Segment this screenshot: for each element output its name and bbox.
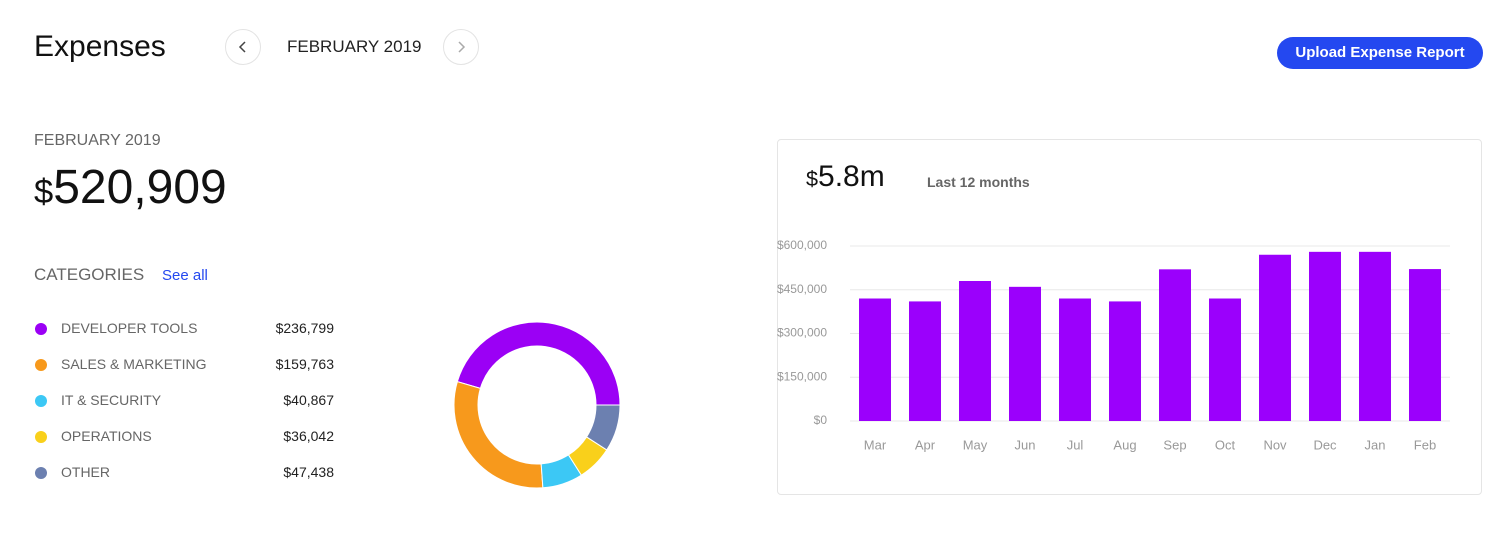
bar [1359, 251, 1391, 421]
bar [1409, 269, 1441, 421]
y-tick-label: $0 [814, 413, 828, 427]
x-tick-label: Aug [1113, 437, 1136, 452]
bar [1309, 251, 1341, 421]
bar [859, 298, 891, 421]
card-headline: $5.8m [806, 160, 885, 193]
bar-chart: $0 $150,000 $300,000 $450,000 $600,000 Mar Apr… [777, 238, 1450, 452]
x-tick-label: May [963, 437, 988, 452]
legend-dot [35, 323, 47, 335]
x-tick-label: Jul [1067, 437, 1084, 452]
bar [1009, 286, 1041, 421]
prev-button[interactable] [225, 29, 261, 65]
x-tick-label: Dec [1313, 437, 1337, 452]
x-tick-label: Jan [1365, 437, 1386, 452]
bar [1209, 298, 1241, 421]
prev-icon [238, 41, 246, 53]
legend-value: $36,042 [283, 428, 334, 444]
donut-chart [453, 321, 621, 489]
legend-name: IT & SECURITY [61, 392, 162, 408]
x-tick-label: Apr [915, 437, 936, 452]
next-icon [458, 41, 466, 53]
next-button[interactable] [443, 29, 479, 65]
page-title: Expenses [34, 30, 166, 63]
y-tick-label: $450,000 [777, 282, 827, 296]
legend-dot [35, 359, 47, 371]
chart-card [777, 139, 1482, 495]
bar [909, 301, 941, 421]
x-tick-label: Jun [1015, 437, 1036, 452]
y-tick-label: $600,000 [777, 238, 827, 252]
donut-segment [456, 321, 621, 406]
legend-dot [35, 467, 47, 479]
section-title: CATEGORIES [34, 265, 145, 284]
summary-period: FEBRUARY 2019 [34, 132, 161, 149]
see-all-link[interactable]: See all [162, 267, 208, 284]
bar [1109, 301, 1141, 421]
legend-dot [35, 395, 47, 407]
period-label: FEBRUARY 2019 [287, 37, 422, 56]
x-tick-label: Nov [1263, 437, 1287, 452]
legend-value: $236,799 [275, 320, 334, 336]
card-subtitle: Last 12 months [927, 174, 1030, 190]
upload-button[interactable]: Upload Expense Report [1277, 37, 1483, 69]
donut-segment [585, 404, 621, 451]
x-tick-label: Sep [1163, 437, 1186, 452]
x-tick-label: Feb [1414, 437, 1436, 452]
bar [1259, 254, 1291, 421]
bar [1059, 298, 1091, 421]
y-tick-label: $150,000 [777, 369, 827, 383]
x-tick-label: Oct [1215, 437, 1236, 452]
legend-dot [35, 431, 47, 443]
x-tick-label: Mar [864, 437, 887, 452]
bar [1159, 269, 1191, 421]
bar [959, 281, 991, 421]
legend-value: $159,763 [275, 356, 334, 372]
legend-name: SALES & MARKETING [61, 356, 207, 372]
legend-name: DEVELOPER TOOLS [61, 320, 198, 336]
legend-name: OTHER [61, 464, 110, 480]
summary-total: $520,909 [34, 161, 227, 214]
legend-value: $47,438 [283, 464, 334, 480]
y-tick-label: $300,000 [777, 326, 827, 340]
legend-name: OPERATIONS [61, 428, 152, 444]
legend-value: $40,867 [283, 392, 334, 408]
donut-segment [453, 381, 544, 489]
